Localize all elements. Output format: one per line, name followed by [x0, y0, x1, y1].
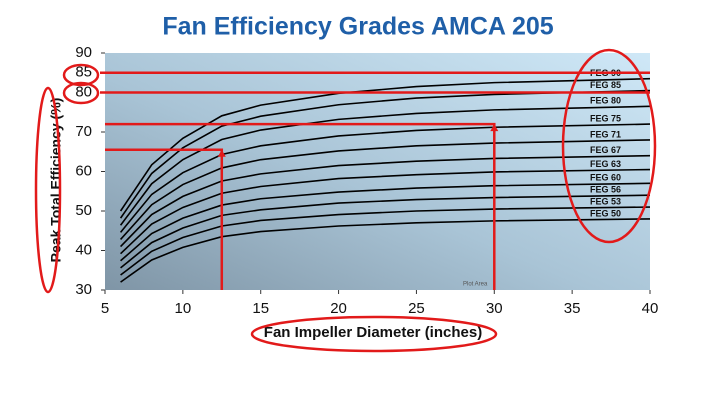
feg-curve	[120, 194, 651, 269]
curve-label: FEG 80	[590, 96, 621, 106]
highlight-ellipse	[34, 86, 62, 294]
curve-label: FEG 63	[590, 159, 621, 169]
x-axis-label: Fan Impeller Diameter (inches)	[264, 324, 482, 341]
marker-arrow	[490, 124, 499, 132]
curve-label: FEG 56	[590, 185, 621, 195]
feg-curve	[120, 218, 651, 283]
highlight-ellipse	[250, 315, 498, 353]
y-axis-label: Peak Total Efficiency (%)	[48, 98, 64, 263]
feg-curve	[120, 168, 651, 255]
annotation: Plot Area	[463, 282, 488, 288]
feg-curve	[119, 123, 651, 233]
feg-curve	[120, 182, 651, 262]
curve-label: FEG 67	[590, 145, 621, 155]
x-tick-label: 25	[408, 300, 425, 317]
highlight-ellipse	[561, 48, 657, 244]
y-tick-label: 40	[75, 241, 92, 258]
y-tick-label: 30	[75, 281, 92, 298]
highlight-ellipses	[34, 48, 657, 353]
curve-label: FEG 75	[590, 113, 621, 123]
chart-title: Fan Efficiency Grades AMCA 205	[162, 13, 553, 41]
feg-curve	[119, 89, 651, 219]
y-tick-label: 85	[75, 64, 92, 81]
feg-curve	[119, 154, 651, 248]
feg-curve	[119, 105, 651, 226]
x-tick-label: 30	[486, 300, 503, 317]
x-tick-label: 15	[252, 300, 269, 317]
highlight-ellipse	[62, 63, 100, 87]
curve-label: FEG 50	[590, 208, 621, 218]
x-tick-label: 5	[101, 300, 109, 317]
curve-label: FEG 71	[590, 129, 621, 139]
x-tick-label: 20	[330, 300, 347, 317]
y-tick-label: 70	[75, 123, 92, 140]
curve-label: FEG 53	[590, 196, 621, 206]
x-tick-label: 10	[175, 300, 192, 317]
x-tick-label: 35	[564, 300, 581, 317]
marker-arrow	[217, 149, 226, 157]
y-tick-label: 90	[75, 44, 92, 61]
curve-label: FEG 85	[590, 80, 621, 90]
x-tick-label: 40	[642, 300, 659, 317]
curve-label: FEG 60	[590, 173, 621, 183]
feg-curve	[120, 206, 651, 276]
feg-curve	[119, 77, 651, 212]
feg-curve	[119, 139, 651, 240]
y-tick-label: 50	[75, 202, 92, 219]
y-tick-label: 80	[75, 83, 92, 100]
highlight-ellipse	[62, 81, 100, 105]
marker-path	[105, 122, 496, 290]
marker-path	[105, 148, 224, 290]
y-tick-label: 60	[75, 162, 92, 179]
